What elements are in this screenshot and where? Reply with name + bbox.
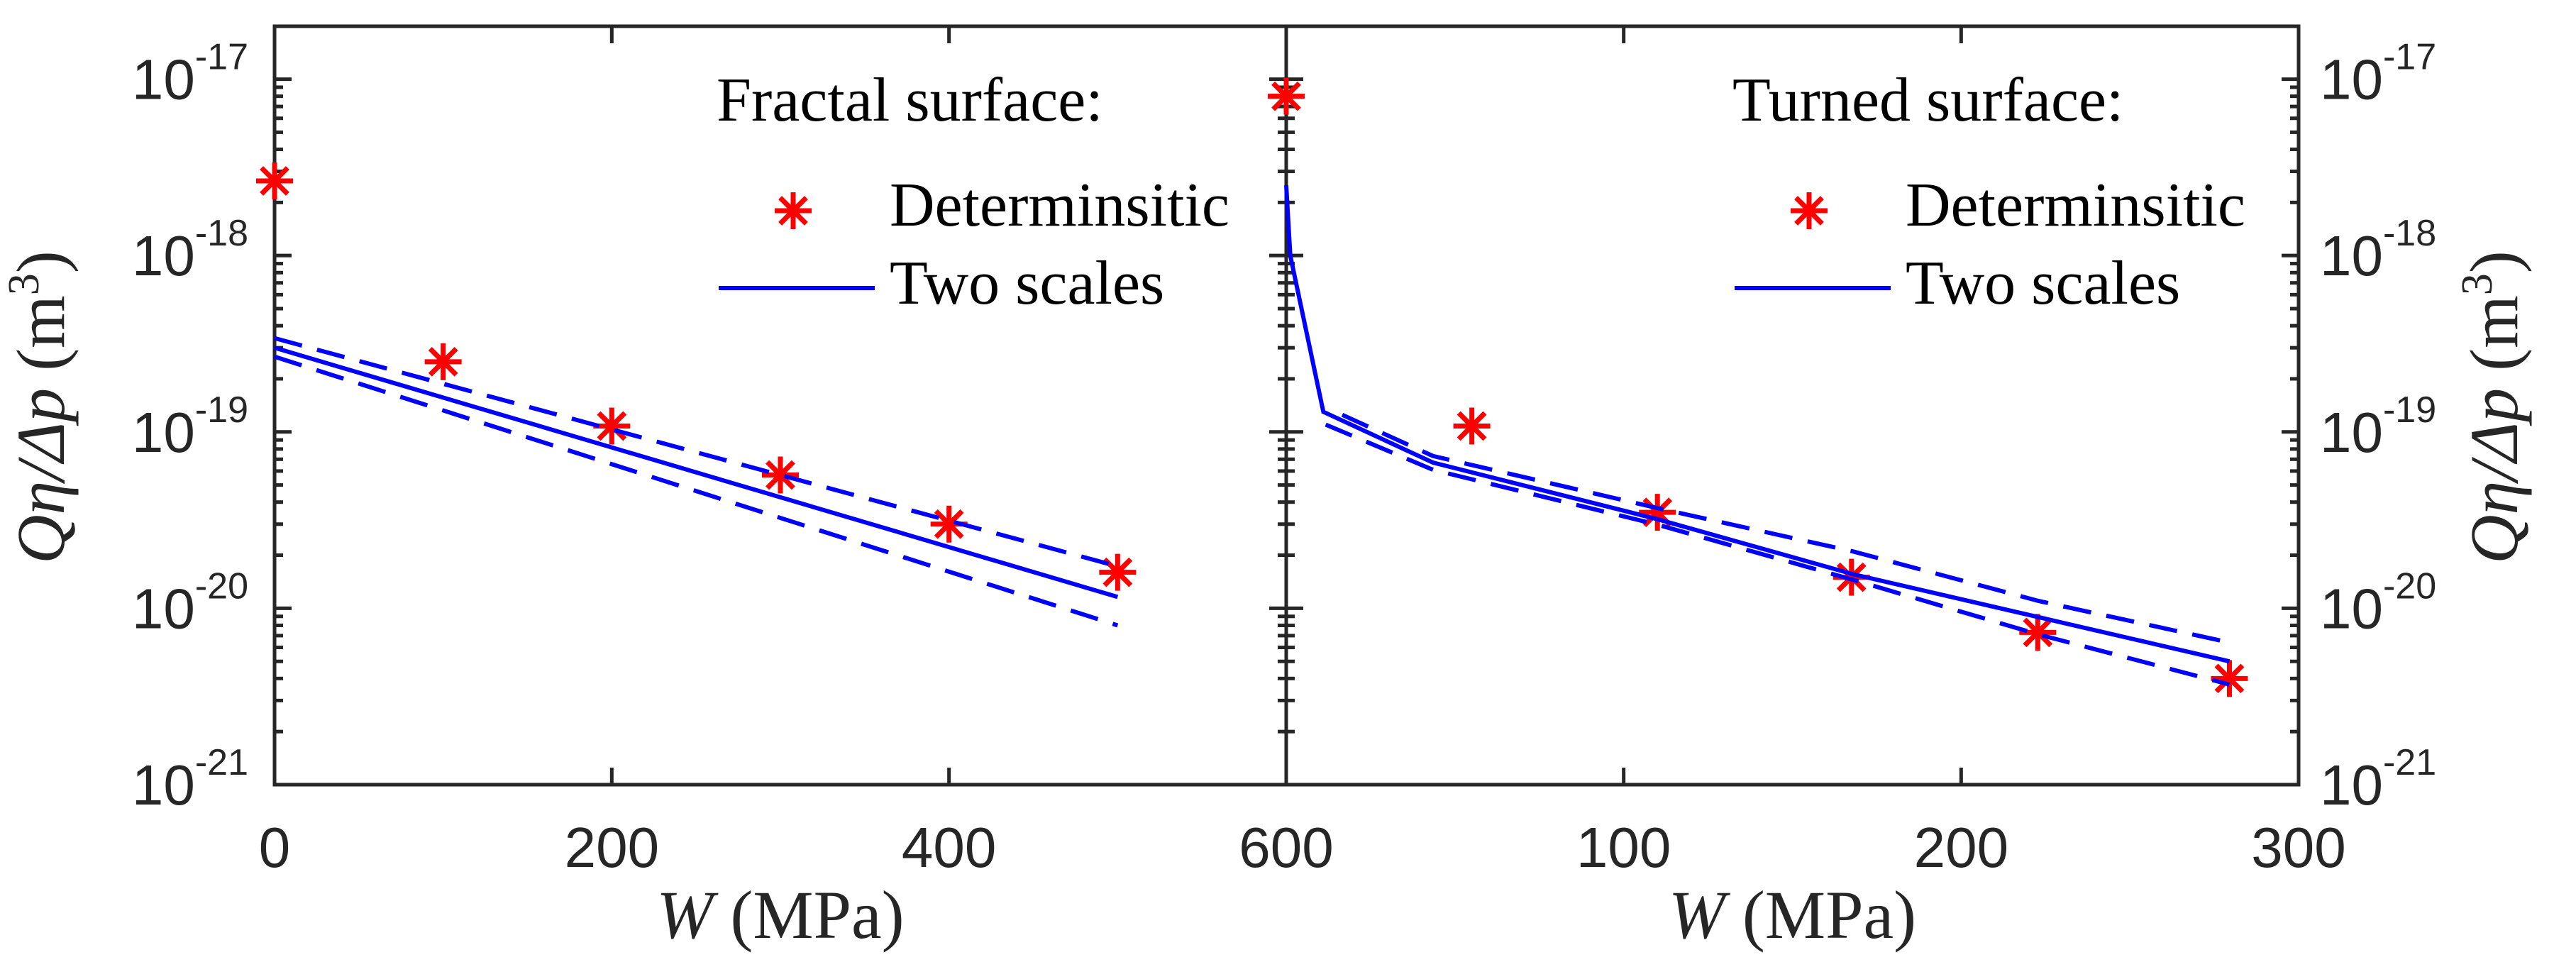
dashed-bound-line [1325, 422, 2230, 687]
tick-exponent: -19 [2383, 389, 2436, 431]
tick-base: 10 [2320, 401, 2383, 464]
x-tick-label: 100 [1576, 816, 1671, 879]
asterisk-stroke [1271, 81, 1301, 111]
asterisk-stroke [1794, 196, 1824, 226]
y-label-part: (m [2456, 295, 2532, 371]
x-axis-label: W (MPa) [1669, 877, 1916, 953]
y-tick-label: 10-17 [132, 37, 248, 111]
asterisk-marker [256, 162, 293, 199]
asterisk-stroke [597, 411, 627, 441]
asterisk-stroke [428, 347, 458, 377]
two-scales-line [1284, 185, 2230, 664]
legend-title: Turned surface: [1732, 66, 2124, 135]
tick-base: 10 [132, 577, 195, 640]
x-label-unit: (MPa) [1742, 877, 1916, 953]
asterisk-stroke [1456, 411, 1487, 441]
y-label-part: 3 [2453, 273, 2502, 295]
tick-base: 10 [132, 224, 195, 287]
x-tick-label: 600 [1239, 816, 1333, 879]
tick-exponent: -21 [2383, 742, 2436, 783]
asterisk-marker [775, 192, 812, 229]
y-label-part: ) [3, 250, 79, 273]
asterisk-marker [424, 343, 462, 380]
plot-area [1268, 77, 2248, 697]
y-tick-label: 10-21 [2320, 742, 2436, 817]
tick-base: 10 [2320, 48, 2383, 111]
y-axis-label: Qη/Δp (m3) [0, 250, 79, 564]
y-tick-label: 10-17 [2320, 37, 2436, 111]
tick-exponent: -21 [195, 742, 248, 783]
asterisk-marker [1639, 494, 1676, 531]
legend-title: Fractal surface: [717, 66, 1103, 135]
tick-base: 10 [2320, 577, 2383, 640]
x-label-var: W [1669, 877, 1742, 953]
tick-base: 10 [132, 401, 195, 464]
tick-exponent: -17 [2383, 37, 2436, 78]
tick-base: 10 [132, 753, 195, 817]
x-label-unit: (MPa) [730, 877, 904, 953]
asterisk-marker [762, 456, 799, 494]
dashed-bound-line [274, 354, 1119, 628]
tick-exponent: -20 [2383, 565, 2436, 607]
legend-label-two-scales: Two scales [890, 249, 1164, 318]
y-tick-label: 10-20 [132, 565, 248, 640]
y-tick-label: 10-20 [2320, 565, 2436, 640]
tick-base: 10 [2320, 753, 2383, 817]
legend-label-deterministic: Determinsitic [890, 171, 1229, 240]
asterisk-stroke [2214, 663, 2245, 694]
y-tick-label: 10-19 [132, 389, 248, 464]
axes-box [1284, 24, 2301, 787]
asterisk-marker [1791, 192, 1828, 229]
two-scales-line [274, 346, 1119, 599]
asterisk-marker [1453, 407, 1491, 445]
tick-base: 10 [132, 48, 195, 111]
asterisk-marker [593, 407, 631, 445]
y-label-part: Qη/Δp [3, 371, 79, 564]
x-label-var: W [656, 877, 730, 953]
asterisk-stroke [765, 460, 795, 490]
tick-base: 10 [2320, 224, 2383, 287]
asterisk-stroke [778, 196, 808, 226]
tick-exponent: -19 [195, 389, 248, 431]
tick-exponent: -17 [195, 37, 248, 78]
dashed-bound-line [274, 336, 1119, 569]
asterisk-marker [1099, 553, 1137, 591]
x-tick-label: 200 [565, 816, 659, 879]
asterisk-stroke [2023, 617, 2053, 648]
y-tick-label: 10-18 [132, 213, 248, 287]
asterisk-stroke [1102, 557, 1133, 587]
asterisk-stroke [934, 509, 964, 539]
tick-exponent: -18 [195, 213, 248, 254]
asterisk-stroke [260, 166, 289, 196]
tick-exponent: -18 [2383, 213, 2436, 254]
asterisk-stroke [1642, 497, 1673, 527]
y-label-part: ) [2456, 250, 2532, 273]
y-axis-label: Qη/Δp (m3) [2453, 250, 2532, 564]
y-tick-label: 10-21 [132, 742, 248, 817]
asterisk-marker [1268, 77, 1305, 115]
y-label-part: (m [3, 295, 79, 371]
y-tick-label: 10-19 [2320, 389, 2436, 464]
tick-exponent: -20 [195, 565, 248, 607]
y-label-part: 3 [0, 273, 48, 295]
y-tick-label: 10-18 [2320, 213, 2436, 287]
x-tick-label: 0 [259, 816, 291, 879]
x-axis-label: W (MPa) [656, 877, 904, 953]
asterisk-marker [2211, 660, 2248, 697]
legend-label-two-scales: Two scales [1906, 249, 2180, 318]
legend-label-deterministic: Determinsitic [1906, 171, 2245, 240]
dashed-bound-line [1341, 412, 2230, 645]
y-label-part: Qη/Δp [2456, 371, 2532, 564]
x-tick-label: 300 [2251, 816, 2345, 879]
x-tick-label: 200 [1914, 816, 2008, 879]
x-tick-label: 400 [902, 816, 996, 879]
plot-area [256, 162, 1137, 628]
